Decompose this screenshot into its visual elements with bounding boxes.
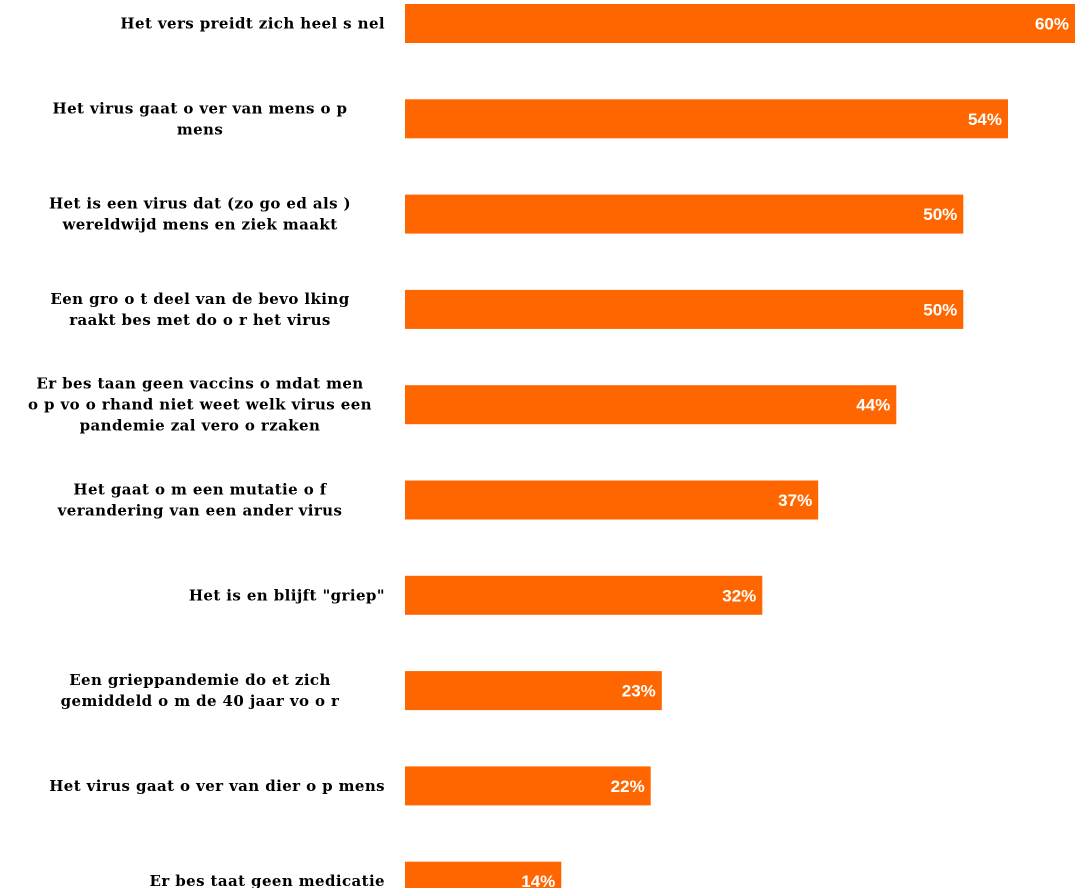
- value-label-8: 22%: [611, 777, 645, 796]
- category-label-4-line-1: o p vo o rhand niet weet welk virus een: [28, 396, 372, 414]
- category-label-5-line-0: Het gaat o m een mutatie o f: [73, 481, 327, 499]
- bar-5: [405, 480, 819, 520]
- value-label-0: 60%: [1035, 15, 1069, 34]
- value-label-6: 32%: [722, 586, 756, 605]
- category-label-2-line-1: wereldwijd mens en ziek maakt: [61, 216, 337, 234]
- category-label-7: Een grieppandemie do et zich gemiddeld o …: [61, 671, 340, 710]
- bar-1: [405, 99, 1008, 139]
- category-label-5: Het gaat o m een mutatie o f verandering …: [57, 481, 343, 520]
- category-label-4: Er bes taan geen vaccins o mdat men o p v…: [28, 375, 372, 435]
- category-label-0-line-0: Het vers preidt zich heel s nel: [120, 15, 385, 33]
- value-label-1: 54%: [968, 110, 1002, 129]
- category-label-7-line-1: gemiddeld o m de 40 jaar vo o r: [61, 692, 340, 710]
- category-label-9-line-0: Er bes taat geen medicatie: [149, 872, 385, 888]
- value-label-9: 14%: [521, 872, 555, 888]
- bar-6: [405, 575, 763, 615]
- value-labels: 60% 54% 50% 50% 44% 37% 32% 23% 22% 14%: [521, 15, 1069, 888]
- category-label-6-line-0: Het is en blijft "griep": [189, 586, 385, 604]
- category-label-8-line-0: Het virus gaat o ver van dier o p mens: [49, 777, 385, 795]
- category-label-1-line-1: mens: [177, 120, 223, 138]
- category-label-0: Het vers preidt zich heel s nel: [120, 15, 385, 33]
- category-label-7-line-0: Een grieppandemie do et zich: [69, 671, 331, 689]
- category-label-3-line-1: raakt bes met do o r het virus: [69, 311, 331, 329]
- category-label-1: Het virus gaat o ver van mens o p mens: [53, 99, 348, 138]
- category-label-6: Het is en blijft "griep": [189, 586, 385, 604]
- category-label-3-line-0: Een gro o t deel van de bevo lking: [50, 290, 349, 308]
- category-label-1-line-0: Het virus gaat o ver van mens o p: [53, 99, 348, 117]
- category-label-3: Een gro o t deel van de bevo lking raakt …: [50, 290, 349, 329]
- bars-layer: [405, 4, 1075, 888]
- category-label-2: Het is een virus dat (zo go ed als ) were…: [49, 195, 351, 234]
- bar-7: [405, 671, 662, 711]
- bar-2: [405, 194, 964, 234]
- category-label-2-line-0: Het is een virus dat (zo go ed als ): [49, 195, 351, 213]
- bar-9: [405, 861, 562, 888]
- value-label-4: 44%: [856, 396, 890, 415]
- category-label-4-line-2: pandemie zal vero o rzaken: [80, 417, 321, 435]
- category-label-9: Er bes taat geen medicatie: [149, 872, 385, 888]
- bar-0: [405, 4, 1075, 43]
- bar-8: [405, 766, 651, 806]
- bar-4: [405, 385, 897, 425]
- category-label-4-line-0: Er bes taan geen vaccins o mdat men: [36, 375, 363, 393]
- value-label-3: 50%: [923, 300, 957, 319]
- value-label-7: 23%: [622, 682, 656, 701]
- value-label-2: 50%: [923, 205, 957, 224]
- value-label-5: 37%: [778, 491, 812, 510]
- category-labels: Het vers preidt zich heel s nel Het virus…: [28, 15, 385, 888]
- category-label-5-line-1: verandering van een ander virus: [57, 502, 343, 520]
- bar-3: [405, 289, 964, 329]
- category-label-8: Het virus gaat o ver van dier o p mens: [49, 777, 385, 795]
